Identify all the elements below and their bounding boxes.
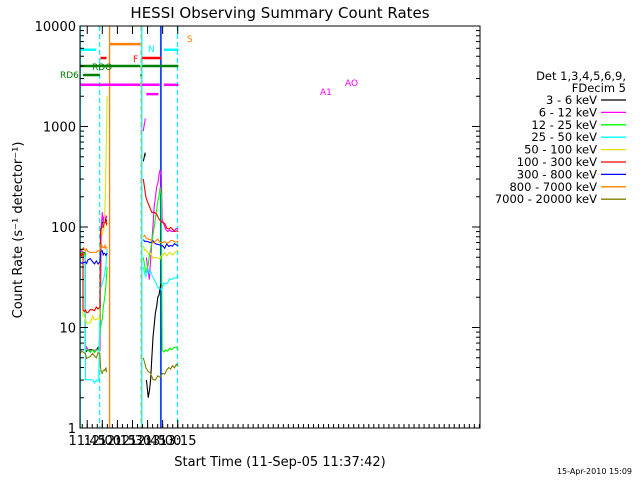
flag-label-f: F bbox=[133, 55, 138, 65]
y-tick-label-4: 10000 bbox=[35, 20, 76, 35]
x-axis-label: Start Time (11-Sep-05 11:37:42) bbox=[174, 455, 385, 470]
flag-label-n: N bbox=[148, 45, 155, 55]
series-line-7 bbox=[79, 234, 179, 253]
y-tick-label-2: 100 bbox=[51, 221, 76, 236]
footer-date: 15-Apr-2010 15:09 bbox=[557, 467, 632, 476]
y-axis-label: Count Rate (s⁻¹ detector⁻¹) bbox=[11, 142, 26, 319]
legend-label-2: 12 - 25 keV bbox=[531, 118, 597, 132]
legend-header-line-2: FDecim 5 bbox=[572, 81, 626, 95]
legend-label-4: 50 - 100 keV bbox=[524, 143, 597, 157]
y-tick-label-3: 1000 bbox=[43, 121, 76, 136]
flag-label-a1: A1 bbox=[320, 88, 332, 98]
y-tick-label-1: 10 bbox=[59, 322, 76, 337]
series-line-6 bbox=[79, 239, 179, 265]
legend-label-0: 3 - 6 keV bbox=[546, 93, 597, 107]
legend-label-6: 300 - 800 keV bbox=[517, 167, 597, 181]
flag-label-rd6: RD6 bbox=[60, 71, 79, 81]
x-tick-label-4: 12:45 bbox=[129, 434, 166, 449]
x-tick-label-0: 11:45 bbox=[69, 434, 106, 449]
x-tick-label-2: 12:15 bbox=[99, 434, 136, 449]
legend-label-8: 7000 - 20000 keV bbox=[495, 192, 597, 206]
legend-label-7: 800 - 7000 keV bbox=[509, 180, 597, 194]
x-tick-label-1: 12:00 bbox=[84, 434, 121, 449]
chart-title: HESSI Observing Summary Count Rates bbox=[130, 4, 429, 22]
flag-label-ao: AO bbox=[345, 79, 358, 89]
x-tick-label-5: 13:00 bbox=[144, 434, 181, 449]
legend-header-line-1: Det 1,3,4,5,6,9, bbox=[536, 69, 626, 83]
series-line-5 bbox=[79, 178, 179, 314]
series-line-3 bbox=[79, 249, 179, 384]
flag-label-rdo: RDO bbox=[92, 63, 112, 73]
x-tick-label-3: 12:30 bbox=[114, 434, 151, 449]
series-line-4 bbox=[79, 96, 179, 324]
series-line-8 bbox=[79, 350, 179, 381]
x-tick-label-6: 13:15 bbox=[159, 434, 196, 449]
legend-label-3: 25 - 50 keV bbox=[531, 130, 597, 144]
plot-area: NF S RDO RD6 A1 AO bbox=[60, 26, 358, 428]
y-axis: 1 10 100 1000 10000 bbox=[35, 20, 480, 437]
flag-label-s: S bbox=[187, 35, 193, 45]
legend-label-1: 6 - 12 keV bbox=[539, 105, 597, 119]
y-tick-label-0: 1 bbox=[68, 422, 76, 437]
legend-label-5: 100 - 300 keV bbox=[517, 155, 597, 169]
